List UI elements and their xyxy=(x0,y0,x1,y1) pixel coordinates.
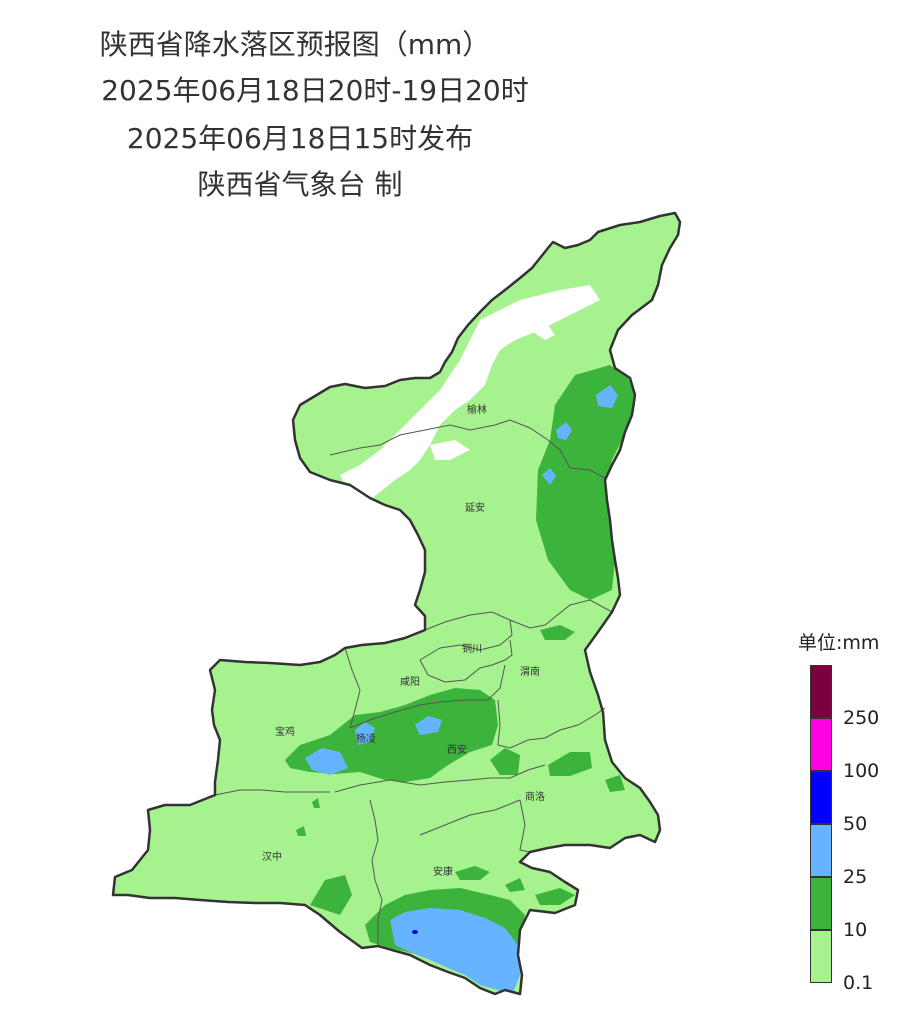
legend-color-box xyxy=(810,930,832,983)
legend-value: 25 xyxy=(843,866,868,888)
rain-zone-10 xyxy=(312,798,320,808)
city-label-xian: 西安 xyxy=(447,743,467,756)
rain-zone-10 xyxy=(540,625,575,640)
legend-color-box xyxy=(810,718,832,771)
no-rain-patch xyxy=(430,440,470,460)
boundary-shangluo-ankang-east xyxy=(519,799,531,853)
rain-zone-25 xyxy=(390,908,520,994)
boundary-ankang-shangluo xyxy=(419,799,521,836)
legend-value: 50 xyxy=(843,813,868,835)
boundary-tongchuan-north xyxy=(419,619,513,661)
boundary-baoji-hanzhong xyxy=(214,789,330,796)
legend-value: 100 xyxy=(843,760,880,782)
boundary-tongchuan-south xyxy=(419,639,513,683)
boundary-weinan xyxy=(497,699,606,749)
rain-zone-10 xyxy=(505,878,525,892)
city-label-baoji: 宝鸡 xyxy=(275,725,295,738)
precipitation-fill xyxy=(113,213,680,994)
title-line-1: 陕西省降水落区预报图（mm） xyxy=(99,28,491,61)
legend-value: 10 xyxy=(843,919,868,941)
city-label-ankang: 安康 xyxy=(433,865,453,878)
title-line-4: 陕西省气象台 制 xyxy=(197,168,403,201)
legend-color-box xyxy=(810,771,832,824)
rain-zone-10 xyxy=(310,875,352,915)
city-label-xianyang: 咸阳 xyxy=(400,676,420,688)
city-label-yangling: 杨凌 xyxy=(356,732,376,745)
boundary-yanan-south xyxy=(424,599,613,631)
rain-zone-0.1 xyxy=(113,213,680,994)
legend-color-box xyxy=(810,665,832,718)
rain-zone-50 xyxy=(412,930,418,934)
boundary-yulin-yanan xyxy=(329,419,606,479)
city-label-hanzhong: 汉中 xyxy=(262,850,282,863)
city-label-yulin: 榆林 xyxy=(467,403,487,416)
city-label-shangluo: 商洛 xyxy=(525,790,545,803)
boundary-xian-shangluo xyxy=(334,764,546,793)
rain-zone-10 xyxy=(535,888,575,905)
province-outline xyxy=(111,211,682,996)
legend-color-box xyxy=(810,877,832,930)
city-labels: 榆林 延安 铜川 咸阳 渭南 宝鸡 杨凌 西安 商洛 汉中 安康 xyxy=(262,403,545,878)
rain-zone-25 xyxy=(355,722,375,745)
boundary-xianyang-xian xyxy=(349,664,506,729)
legend-value: 250 xyxy=(843,707,880,729)
city-label-yanan: 延安 xyxy=(465,501,485,514)
legend-value-bottom: 0.1 xyxy=(843,972,874,994)
rain-zone-25 xyxy=(305,748,348,775)
title-line-3: 2025年06月18日15时发布 xyxy=(126,122,474,155)
rain-zone-10 xyxy=(548,752,592,776)
rain-zone-10 xyxy=(296,826,306,836)
rain-zone-10 xyxy=(490,748,520,775)
map-title: 陕西省降水落区预报图（mm） 2025年06月18日20时-19日20时 202… xyxy=(40,22,560,208)
rain-zone-10 xyxy=(455,866,490,880)
no-rain-zone xyxy=(340,285,600,500)
rain-zone-10 xyxy=(605,775,625,792)
rain-zone-25 xyxy=(542,468,556,485)
city-boundaries xyxy=(214,419,613,946)
rain-zone-25 xyxy=(556,422,572,440)
boundary-hanzhong-ankang xyxy=(369,799,383,946)
rain-zone-25 xyxy=(596,385,618,408)
city-label-tongchuan: 铜川 xyxy=(462,643,482,655)
legend-color-box xyxy=(810,824,832,877)
title-line-2: 2025年06月18日20时-19日20时 xyxy=(101,74,529,107)
no-rain-patch xyxy=(530,325,555,340)
boundary-baoji-xianyang xyxy=(344,647,361,729)
legend-title: 单位:mm xyxy=(798,632,880,654)
city-label-weinan: 渭南 xyxy=(520,665,540,678)
rain-zone-25 xyxy=(415,716,442,735)
